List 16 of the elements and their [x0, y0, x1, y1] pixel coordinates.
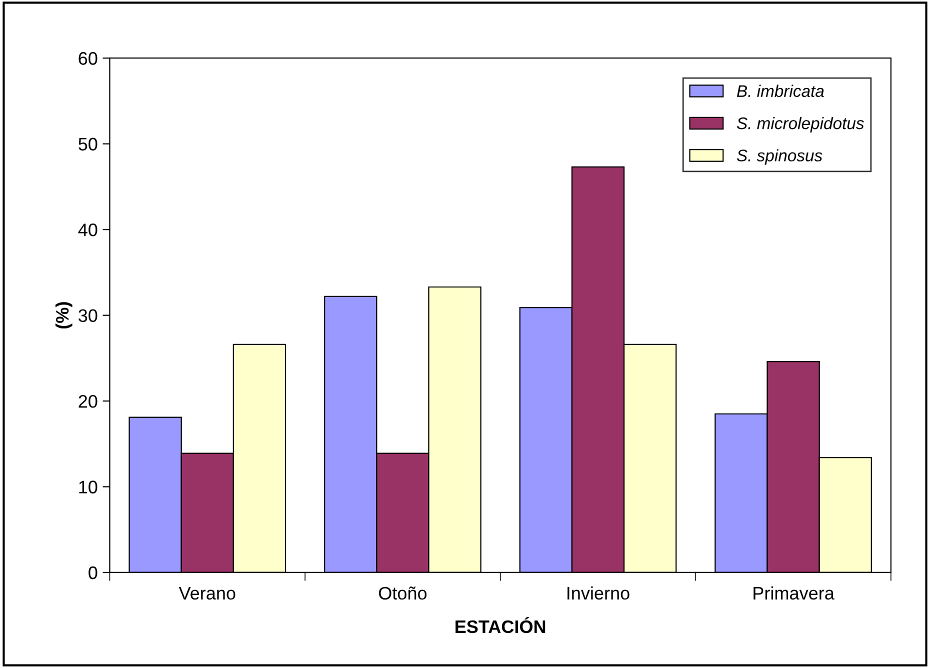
x-tick-label: Primavera	[754, 586, 834, 600]
y-tick-label: 40	[78, 224, 98, 236]
x-tick-label: Invierno	[568, 586, 630, 600]
x-tick-label: Otoño	[378, 586, 427, 600]
x-axis-title: ESTACIÓN	[456, 616, 546, 634]
y-tick-label: 60	[78, 52, 98, 65]
legend-label: B. imbricata	[736, 84, 824, 98]
x-tick-label: Verano	[178, 587, 236, 600]
y-tick-label: 50	[78, 138, 98, 151]
legend-label: S. spinosus	[736, 149, 822, 165]
y-tick-label: 10	[79, 480, 98, 494]
legend-label: S. microlepidotus	[736, 116, 864, 133]
y-tick-label: 30	[78, 309, 98, 322]
y-tick-label: 0	[88, 566, 98, 580]
y-axis-title: (%)	[55, 302, 72, 328]
y-tick-label: 20	[78, 394, 98, 408]
